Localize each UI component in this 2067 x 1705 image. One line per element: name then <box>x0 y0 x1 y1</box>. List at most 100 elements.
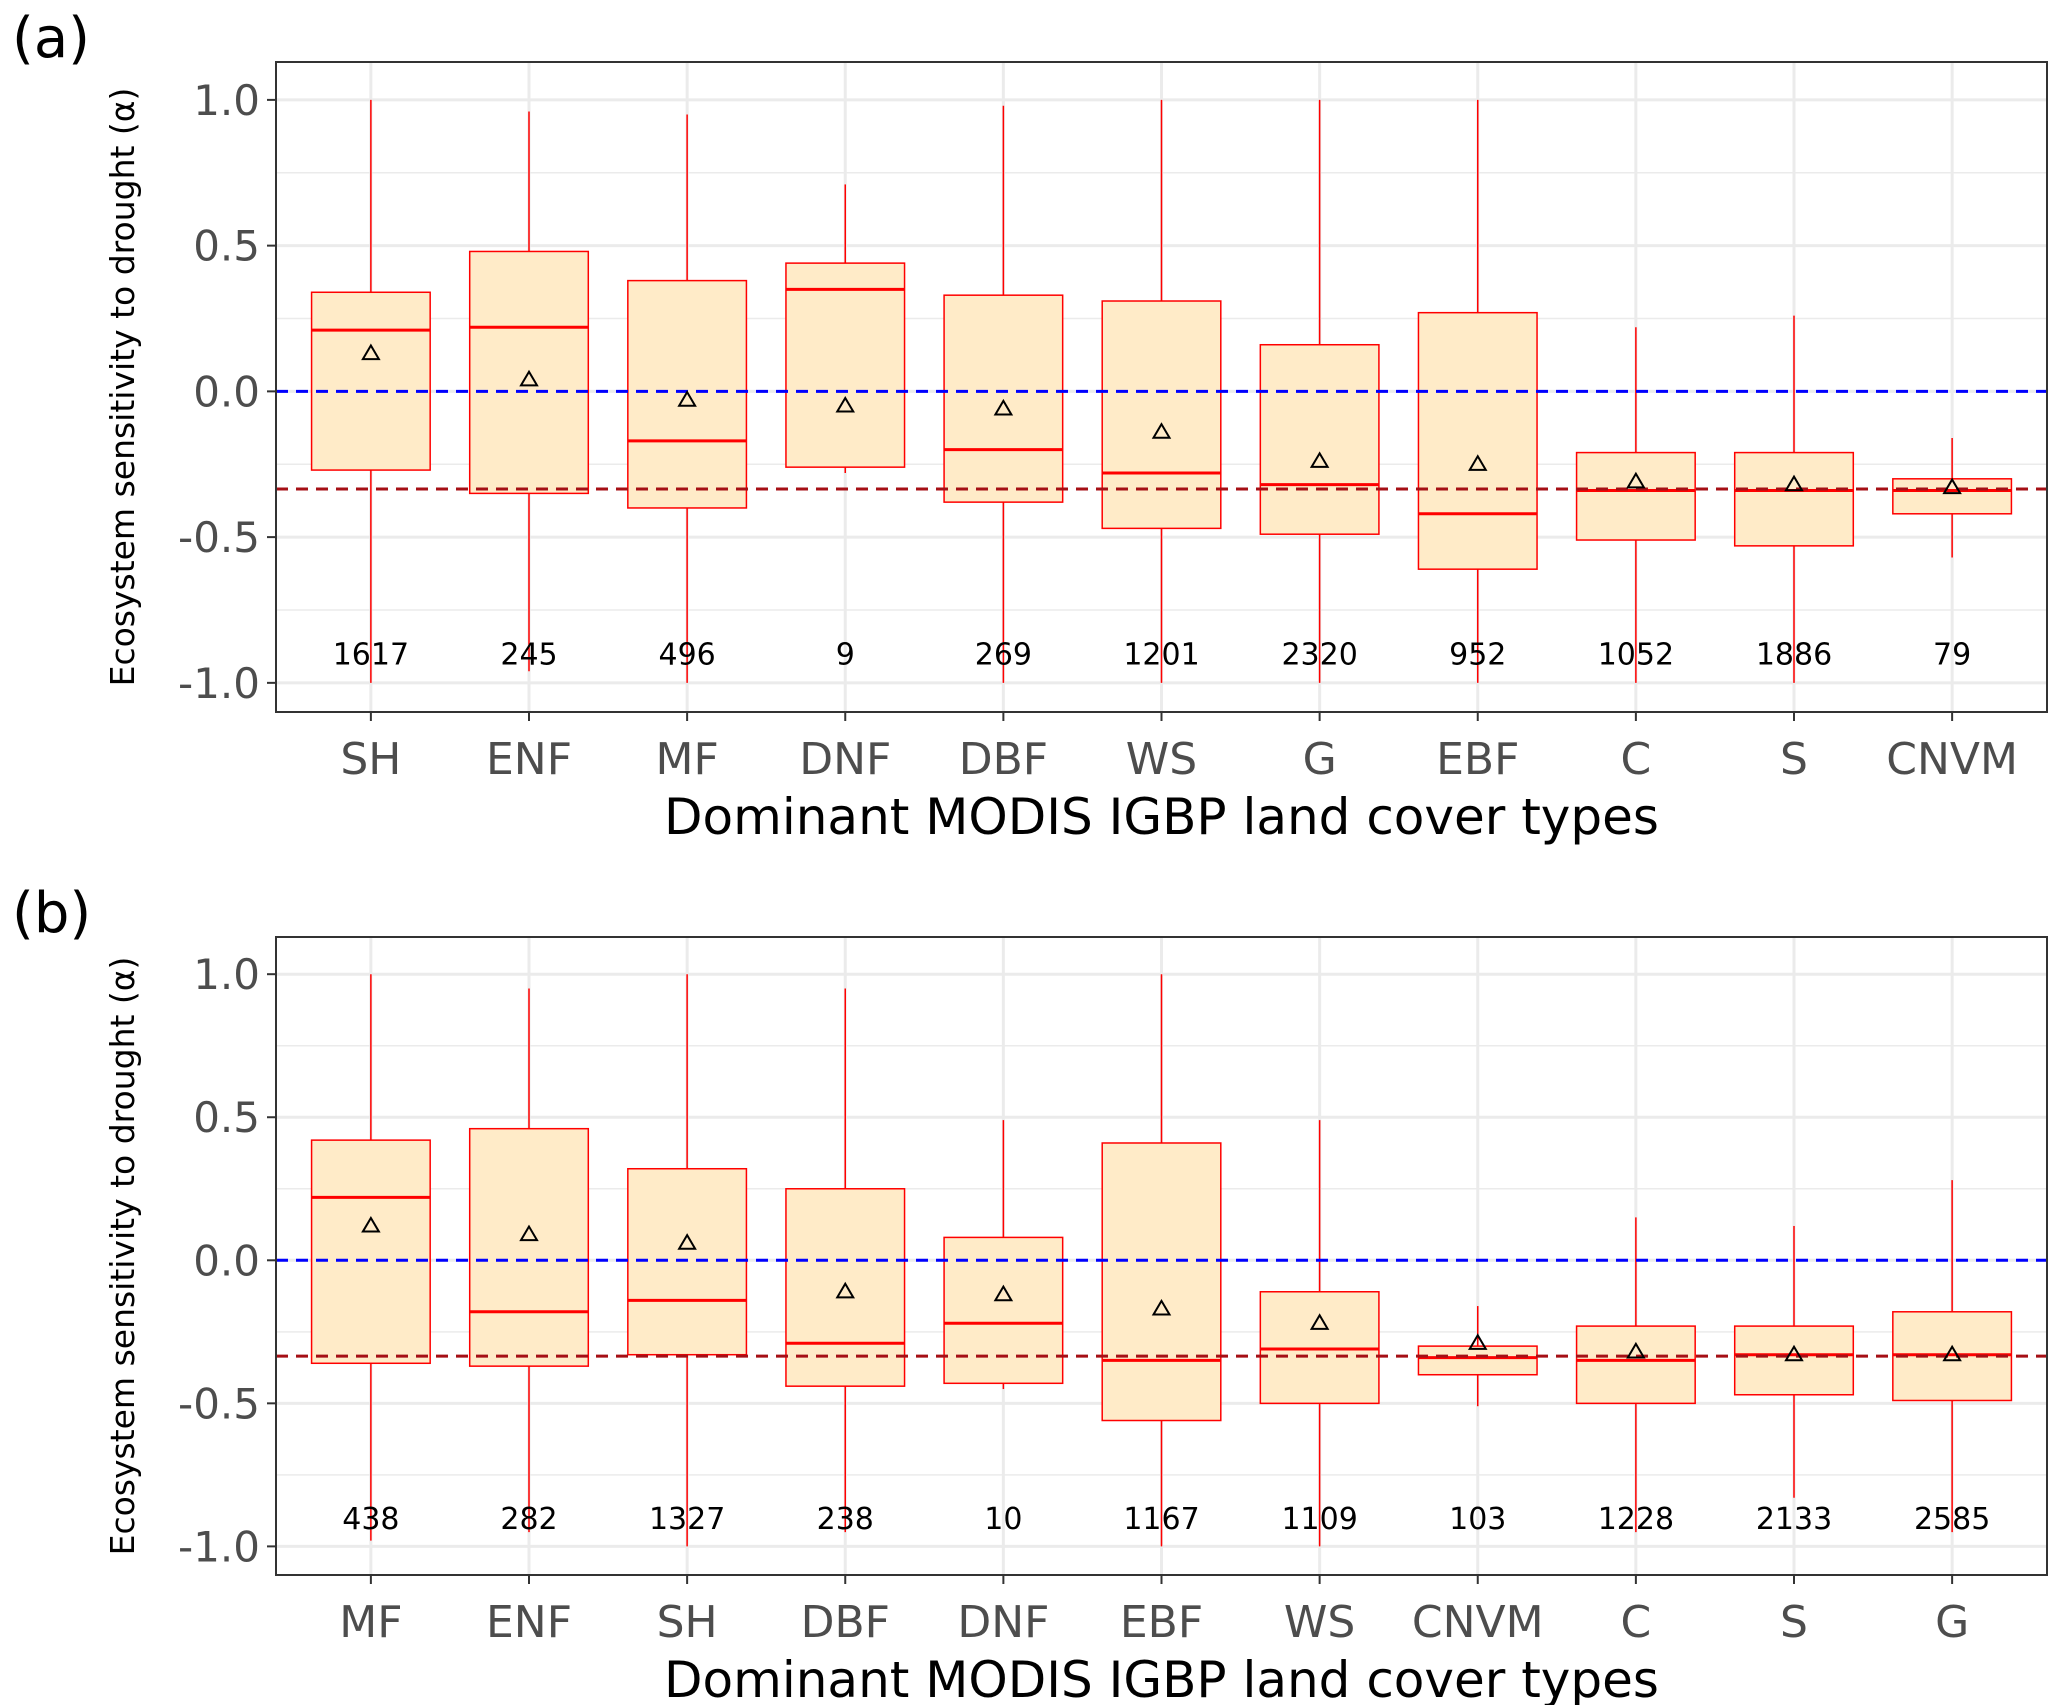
mean-marker <box>1151 422 1172 439</box>
count-label: 245 <box>500 638 557 673</box>
box-iqr <box>627 279 748 509</box>
y-tick-label: 0.5 <box>193 222 260 271</box>
x-tick-label: CNVM <box>1886 734 2018 785</box>
box-C <box>1575 1217 1696 1533</box>
box-MF <box>310 974 431 1541</box>
x-tick-label: C <box>1621 1597 1652 1648</box>
box-DBF <box>943 105 1064 683</box>
box-iqr <box>468 1127 590 1367</box>
box-iqr <box>1101 1142 1222 1422</box>
y-tick-label: 1.0 <box>193 950 260 999</box>
mean-marker <box>835 1281 855 1299</box>
mean-marker <box>1942 1344 1962 1362</box>
x-tick-label: ENF <box>486 734 572 785</box>
count-label: 1167 <box>1123 1502 1199 1537</box>
x-tick-label: MF <box>655 734 718 785</box>
y-tick-label: -0.5 <box>178 1379 260 1428</box>
box-iqr <box>943 294 1064 503</box>
x-tick-label: EBF <box>1436 734 1519 785</box>
box-S <box>1733 1225 1855 1498</box>
mean-marker <box>361 1215 381 1233</box>
y-tick-label: -1.0 <box>178 1522 260 1571</box>
mean-marker <box>1468 1333 1488 1350</box>
box-WS <box>1259 1120 1380 1547</box>
mean-marker <box>835 395 855 413</box>
mean-marker <box>1626 1341 1646 1359</box>
mean-marker <box>1784 474 1804 492</box>
box-DBF <box>785 988 906 1533</box>
mean-marker <box>361 343 381 361</box>
mean-marker <box>993 398 1014 416</box>
x-tick-label: WS <box>1126 734 1197 785</box>
y-tick-label: -0.5 <box>178 513 260 562</box>
x-tick-label: DBF <box>801 1597 890 1648</box>
box-iqr <box>1733 451 1855 547</box>
box-MF <box>627 114 748 683</box>
x-tick-label: MF <box>339 1597 402 1648</box>
panel-b: 438 282 1327 238 10 1167 1109 103 1228 2133 2585 1.… <box>12 881 2048 1705</box>
count-label: 1109 <box>1281 1502 1357 1537</box>
count-label: 952 <box>1449 638 1506 673</box>
mean-marker <box>1151 1298 1172 1316</box>
mean-marker <box>993 1284 1014 1302</box>
y-tick-label: 1.0 <box>193 76 260 125</box>
x-tick-label: G <box>1303 734 1337 785</box>
mean-marker <box>1942 477 1962 495</box>
box-DNF <box>943 1120 1064 1390</box>
count-label: 238 <box>817 1502 874 1537</box>
y-tick-label: -1.0 <box>178 659 260 708</box>
count-label: 1327 <box>649 1502 725 1537</box>
x-tick-label: CNVM <box>1412 1597 1544 1648</box>
box-iqr <box>1101 300 1222 530</box>
x-tick-label: C <box>1621 734 1652 785</box>
mean-marker <box>1309 451 1330 468</box>
box-G <box>1892 1180 2013 1533</box>
x-axis-title: Dominant MODIS IGBP land cover types <box>664 788 1659 846</box>
x-tick-label: ENF <box>486 1597 572 1648</box>
box-iqr <box>1575 451 1696 541</box>
count-label: 282 <box>500 1502 557 1537</box>
box-ENF <box>468 988 590 1533</box>
box-C <box>1575 327 1696 683</box>
box-EBF <box>1101 974 1222 1547</box>
box-iqr <box>1417 311 1538 570</box>
panel-label: (b) <box>12 881 91 946</box>
x-tick-label: DNF <box>799 734 891 785</box>
y-axis-title: Ecosystem sensitivity to drought (α) <box>103 957 142 1556</box>
box-iqr <box>785 262 906 468</box>
x-tick-label: S <box>1780 734 1808 785</box>
box-G <box>1259 99 1380 683</box>
x-tick-label: SH <box>657 1597 718 1648</box>
count-label: 103 <box>1449 1502 1506 1537</box>
count-label: 79 <box>1933 638 1971 673</box>
y-tick-label: 0.0 <box>193 367 260 416</box>
x-tick-label: DBF <box>959 734 1048 785</box>
x-tick-label: DNF <box>957 1597 1049 1648</box>
count-label: 2320 <box>1281 638 1357 673</box>
x-axis-title: Dominant MODIS IGBP land cover types <box>664 1651 1659 1705</box>
x-tick-label: G <box>1935 1597 1969 1648</box>
count-label: 496 <box>658 638 715 673</box>
mean-marker <box>1309 1313 1330 1330</box>
mean-marker <box>519 1224 539 1242</box>
box-iqr <box>310 1139 431 1365</box>
count-label: 10 <box>984 1502 1022 1537</box>
box-SH <box>310 99 431 683</box>
y-axis-title: Ecosystem sensitivity to drought (α) <box>103 88 142 687</box>
box-S <box>1733 315 1855 683</box>
box-CNVM <box>1892 438 2013 558</box>
x-tick-label: SH <box>340 734 401 785</box>
x-tick-label: WS <box>1284 1597 1355 1648</box>
box-iqr <box>785 1188 906 1387</box>
box-iqr <box>1417 1345 1538 1376</box>
panel-a: 1617 245 496 9 269 1201 2320 952 1052 1886 79 1.0 0.… <box>12 6 2048 846</box>
x-tick-label: EBF <box>1120 1597 1203 1648</box>
count-label: 1052 <box>1598 638 1674 673</box>
x-tick-label: S <box>1780 1597 1808 1648</box>
box-iqr <box>1575 1325 1696 1405</box>
box-iqr <box>1259 343 1380 535</box>
mean-marker <box>677 390 697 407</box>
count-label: 2133 <box>1756 1502 1832 1537</box>
count-label: 438 <box>342 1502 399 1537</box>
